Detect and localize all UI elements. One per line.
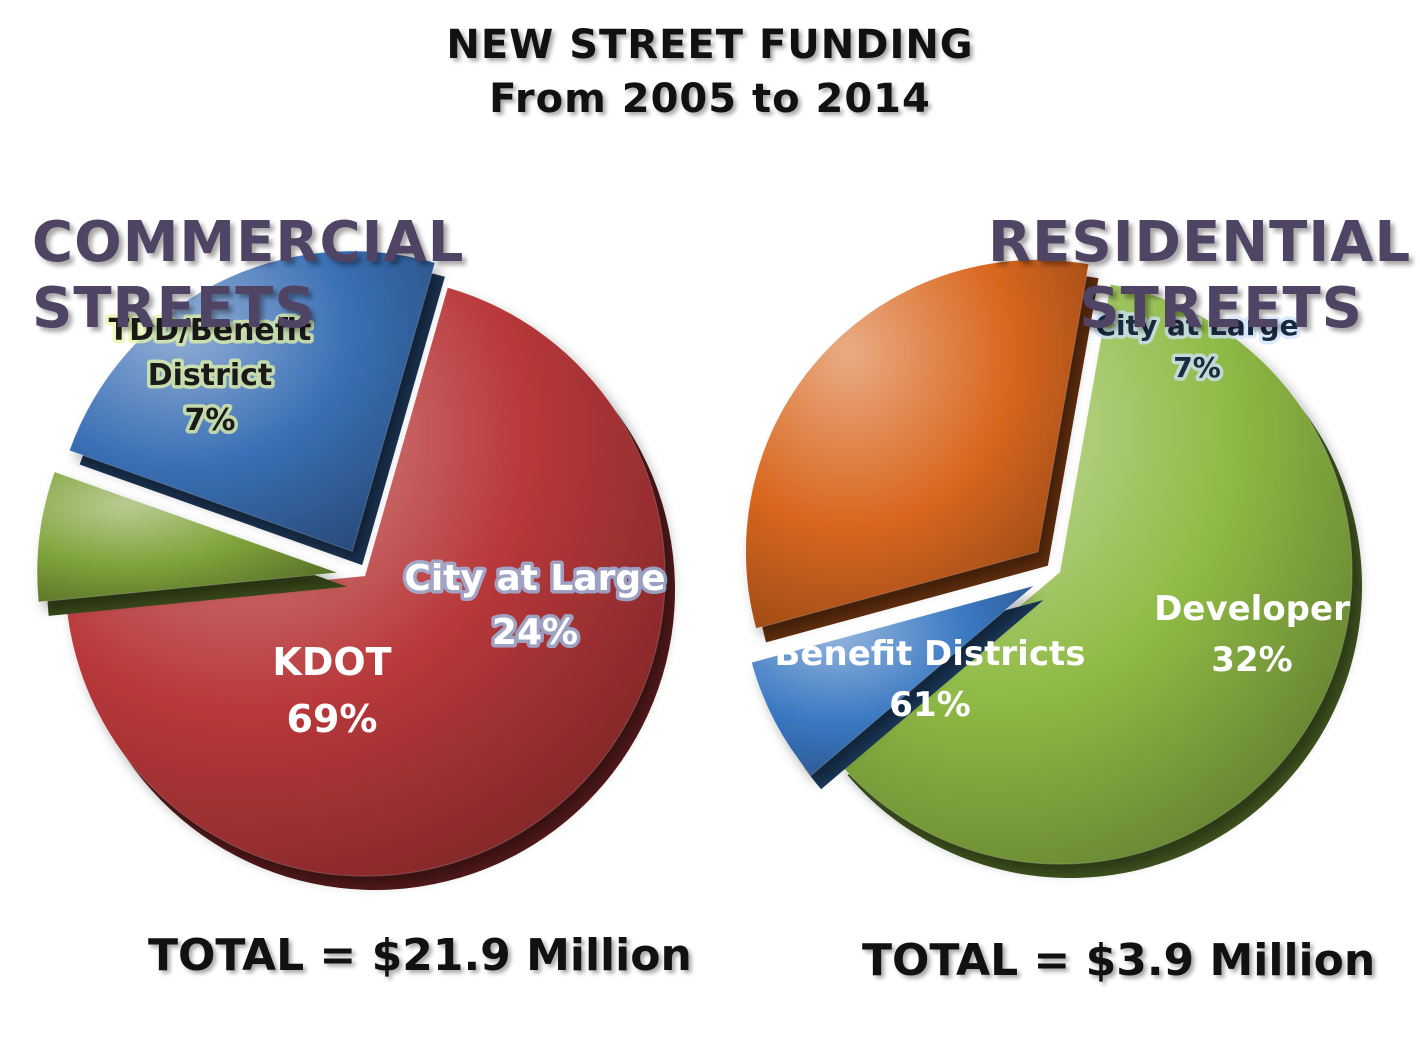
commercial-label-kdot: KDOT 69% [272, 640, 391, 741]
residential-slice-city-at-large [751, 585, 1034, 776]
slice-category-label: Developer [1154, 589, 1350, 629]
commercial-slice-tdd-benefit-district [36, 471, 338, 603]
commercial-heading-line2: STREETS [32, 276, 316, 341]
slice-label-halo: District [148, 358, 273, 393]
commercial-label-tdd-benefit-district: TDD/BenefitTDD/BenefitDistrictDistrict7%… [105, 310, 315, 442]
commercial-slice-kdot [65, 287, 666, 877]
residential-total: TOTAL = $3.9 Million [862, 935, 1376, 986]
page-subtitle: From 2005 to 2014 [489, 76, 931, 122]
commercial-slices [36, 250, 675, 891]
residential-heading: RESIDENTIAL STREETS [988, 210, 1412, 342]
residential-heading-line1: RESIDENTIAL [988, 210, 1412, 275]
slice-percent-label: 69% [287, 697, 378, 741]
commercial-heading-line1: COMMERCIAL [32, 210, 465, 275]
slice-label-halo: 24% [492, 612, 578, 653]
residential-slices [745, 259, 1362, 878]
slice-label-halo: 7% [185, 403, 236, 438]
residential-label-benefit-districts: Benefit Districts 61% [775, 634, 1086, 725]
slice-label-halo: City at Large [1095, 309, 1298, 342]
slice-category-label: City at Large [404, 558, 665, 599]
slice-category-label: KDOT [272, 640, 391, 684]
commercial-pie-chart: KDOT69%TDD/BenefitTDD/BenefitDistrictDis… [36, 250, 675, 891]
slice-percent-label: 7% [1173, 351, 1221, 384]
slice-category-label: TDD/Benefit [109, 313, 312, 348]
residential-label-developer: Developer 32% [1154, 589, 1350, 680]
page-title: NEW STREET FUNDING [446, 22, 974, 68]
commercial-heading: COMMERCIAL STREETS [32, 210, 465, 342]
residential-slice-developer [745, 259, 1090, 629]
slice-label-halo: 7% [1173, 351, 1221, 384]
slice-percent-label: 7% [185, 403, 236, 438]
commercial-slice-city-at-large [68, 250, 436, 552]
slice-category-label: District [148, 358, 273, 393]
slice-percent-label: 32% [1211, 640, 1292, 680]
slice-label-halo: TDD/Benefit [109, 313, 312, 348]
commercial-total: TOTAL = $21.9 Million [148, 930, 692, 981]
slice-category-label: City at Large [1095, 309, 1298, 342]
residential-heading-line2: STREETS [1079, 276, 1363, 341]
slice-label-halo: City at Large [404, 558, 665, 599]
residential-slice-benefit-districts [836, 283, 1353, 865]
slice-category-label: Benefit Districts [775, 634, 1086, 674]
slice-percent-label: 61% [889, 685, 970, 725]
slice-percent-label: 24% [492, 612, 578, 653]
